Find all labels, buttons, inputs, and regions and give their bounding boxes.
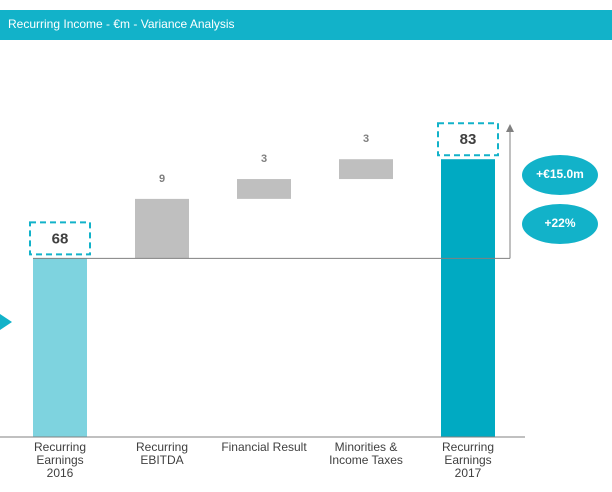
value-label: 68 [52, 230, 69, 247]
bar [339, 159, 393, 180]
header-bar [0, 10, 612, 40]
annotation-bubble [522, 204, 598, 244]
label-box [437, 122, 499, 157]
value-label: 3 [261, 153, 267, 165]
bar [237, 179, 291, 199]
chart-title: Recurring Income - €m - Variance Analysi… [8, 17, 235, 31]
arrow-head [506, 124, 514, 132]
x-tick-label: Recurring Earnings 2017 [442, 440, 494, 480]
annotation: +€15.0m [536, 167, 584, 181]
x-tick-label: Financial Result [221, 440, 307, 454]
bar [33, 258, 87, 437]
value-label: 3 [363, 133, 369, 145]
bar [441, 159, 495, 438]
value-label: 9 [159, 173, 165, 185]
x-tick-label: Recurring EBITDA [136, 440, 188, 467]
annotation-bubble [522, 155, 598, 195]
label-box [29, 221, 91, 256]
bar [135, 198, 189, 259]
x-tick-label: Minorities & Income Taxes [329, 440, 403, 467]
x-tick-label: Recurring Earnings 2016 [34, 440, 86, 480]
pointer [0, 314, 12, 330]
value-label: 83 [460, 131, 477, 148]
annotation: +22% [544, 216, 575, 230]
